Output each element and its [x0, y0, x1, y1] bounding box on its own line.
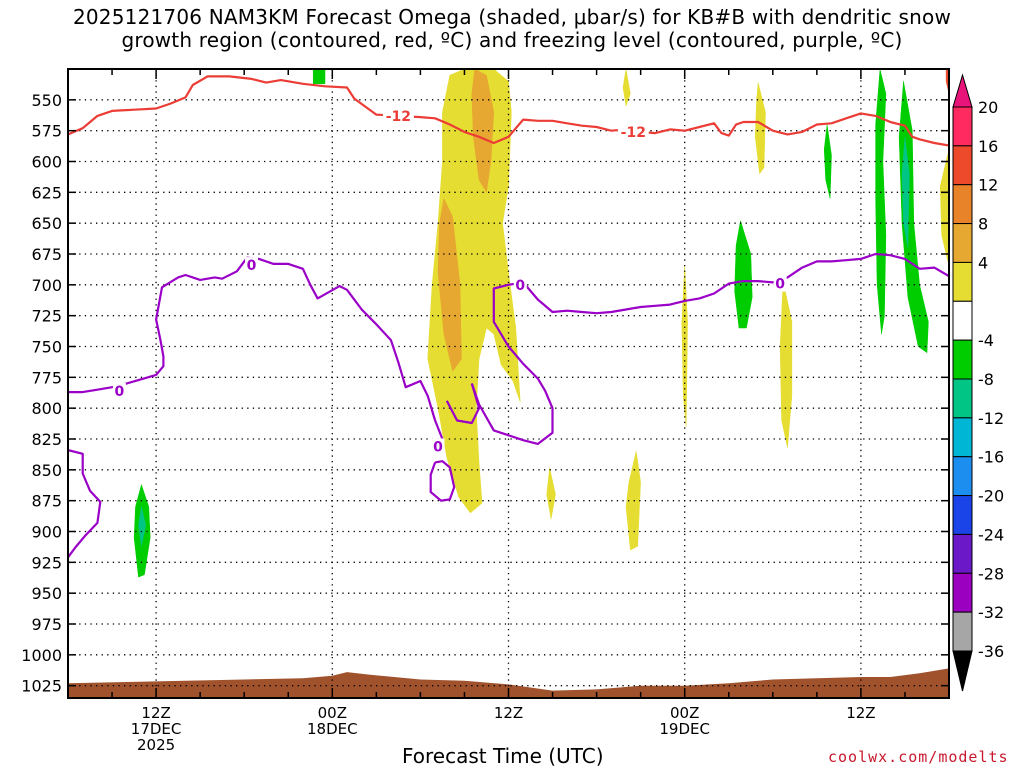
- colorbar-bin-8: [952, 417, 973, 458]
- colorbar-label: -12: [978, 409, 1004, 428]
- freezing-contour-label: 0: [433, 439, 443, 455]
- colorbar-label: -28: [978, 564, 1004, 583]
- freezing-contour-label: 0: [115, 384, 125, 400]
- omega-region-0: [427, 69, 521, 514]
- colorbar-bin-2: [952, 184, 973, 225]
- y-tick-label: 950: [31, 584, 62, 603]
- y-tick-label: 725: [31, 307, 62, 326]
- colorbar-label: -20: [978, 487, 1004, 506]
- omega-region-13: [823, 124, 832, 199]
- colorbar-bin-4: [952, 261, 973, 302]
- freezing-label-bg-1: [245, 257, 259, 274]
- colorbar-label: 4: [978, 253, 988, 272]
- omega-region-8: [622, 69, 631, 107]
- colorbar-label: 16: [978, 137, 998, 156]
- colorbar-label: 8: [978, 215, 988, 234]
- y-tick-label: 625: [31, 183, 62, 202]
- colorbar-bin-6: [952, 339, 973, 380]
- colorbar-top-arrow: [952, 73, 973, 108]
- colorbar-label: -32: [978, 603, 1004, 622]
- x-tick-label: 00Z: [670, 704, 699, 722]
- omega-region-10: [734, 220, 753, 329]
- colorbar-bin-5: [952, 300, 973, 341]
- freezing-contour-line-2: [429, 460, 456, 502]
- x-tick-label: 18DEC: [307, 720, 358, 738]
- x-tick-label: 17DEC: [131, 720, 182, 738]
- colorbar-bin-3: [952, 223, 973, 263]
- site-credit[interactable]: coolwx.com/modelts: [828, 748, 1009, 766]
- y-tick-label: 825: [31, 430, 62, 449]
- freezing-label-bg-3: [513, 276, 527, 293]
- freezing-contour-line-3: [470, 252, 949, 445]
- colorbar-label: -4: [978, 331, 994, 350]
- y-tick-label: 875: [31, 492, 62, 511]
- colorbar-label: -36: [978, 642, 1004, 661]
- freezing-contour-line-1: [68, 449, 102, 559]
- colorbar-bin-9: [952, 456, 973, 497]
- y-tick-label: 975: [31, 615, 62, 634]
- y-tick-label: 800: [31, 399, 62, 418]
- colorbar-bin-0: [952, 106, 973, 147]
- freezing-contour-line-4: [445, 383, 481, 425]
- colorbar-label: -8: [978, 370, 994, 389]
- omega-region-12: [779, 280, 793, 448]
- y-tick-label: 1000: [21, 646, 62, 665]
- omega-region-11: [754, 82, 766, 175]
- colorbar-bin-12: [952, 572, 973, 613]
- colorbar-label: -16: [978, 448, 1004, 467]
- x-tick-label: 19DEC: [659, 720, 710, 738]
- y-tick-label: 650: [31, 214, 62, 233]
- x-axis-label: Forecast Time (UTC): [402, 744, 604, 768]
- omega-region-7: [625, 451, 641, 551]
- y-tick-label: 675: [31, 245, 62, 264]
- x-tick-label: 12Z: [494, 704, 523, 722]
- y-tick-label: 900: [31, 523, 62, 542]
- x-tick-label: 2025: [137, 736, 175, 754]
- colorbar-bottom-arrow: [952, 650, 973, 692]
- x-tick-label: 12Z: [846, 704, 875, 722]
- y-tick-label: 700: [31, 276, 62, 295]
- y-tick-label: 600: [31, 153, 62, 172]
- y-tick-label: 1025: [21, 677, 62, 696]
- y-tick-label: 775: [31, 368, 62, 387]
- dgz-contour-label: -12: [621, 125, 646, 141]
- x-tick-label: 00Z: [318, 704, 347, 722]
- freezing-contour-label: 0: [515, 278, 525, 294]
- omega-region-5: [312, 69, 326, 85]
- omega-region-14: [875, 69, 887, 335]
- x-tick-label: 12Z: [141, 704, 170, 722]
- colorbar-bin-13: [952, 611, 973, 652]
- omega-region-6: [546, 467, 556, 520]
- colorbar-bin-7: [952, 378, 973, 419]
- dgz-label-bg-0: [382, 107, 414, 124]
- colorbar-label: 20: [978, 98, 998, 117]
- dgz-label-bg-1: [617, 123, 649, 140]
- y-tick-label: 750: [31, 338, 62, 357]
- colorbar-label: -24: [978, 525, 1004, 544]
- colorbar-label: 12: [978, 176, 998, 195]
- y-tick-label: 925: [31, 553, 62, 572]
- y-tick-label: 850: [31, 461, 62, 480]
- colorbar-bin-11: [952, 533, 973, 574]
- freezing-label-bg-0: [112, 382, 126, 399]
- colorbar-bin-1: [952, 145, 973, 186]
- omega-region-4: [138, 506, 147, 547]
- dgz-contour-line: [68, 75, 949, 147]
- colorbar-bin-10: [952, 495, 973, 535]
- dgz-contour-label: -12: [386, 109, 411, 125]
- freezing-label-bg-4: [773, 275, 787, 292]
- chart-title-line-2: growth region (contoured, red, ºC) and f…: [121, 28, 903, 52]
- freezing-label-bg-2: [431, 438, 445, 455]
- y-tick-label: 575: [31, 122, 62, 141]
- omega-region-16: [901, 136, 910, 249]
- freezing-contour-label: 0: [247, 258, 257, 274]
- surface-terrain: [68, 668, 949, 698]
- chart-title-line-1: 2025121706 NAM3KM Forecast Omega (shaded…: [72, 5, 952, 29]
- freezing-contour-label: 0: [775, 277, 785, 293]
- y-tick-label: 550: [31, 91, 62, 110]
- omega-region-17: [939, 148, 949, 267]
